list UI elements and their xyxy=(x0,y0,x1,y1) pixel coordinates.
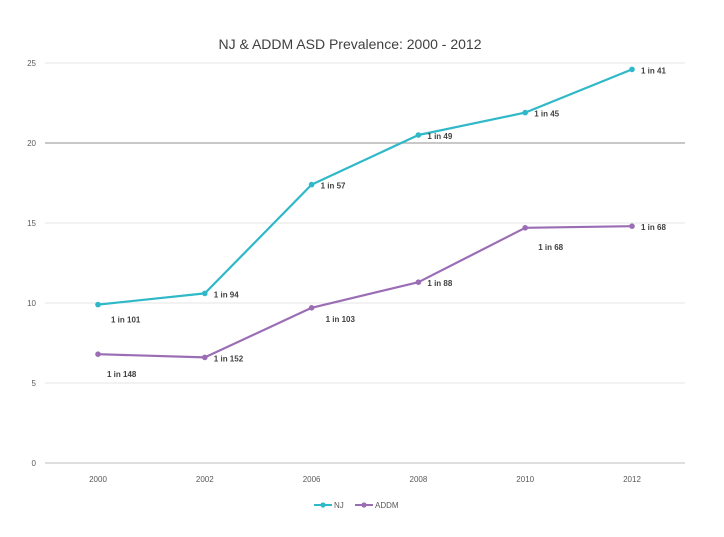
data-point xyxy=(202,290,208,297)
data-point xyxy=(95,351,101,358)
data-label: 1 in 45 xyxy=(534,110,559,119)
gridlines xyxy=(45,62,685,464)
data-point xyxy=(202,354,208,361)
legend-item-addm: ADDM xyxy=(355,501,399,510)
data-point xyxy=(308,305,315,311)
y-tick-label: 0 xyxy=(32,459,37,468)
series-group: 1 in 101 1 in 94 1 in 57 1 in 49 1 in 45 1 in… xyxy=(95,66,666,379)
y-tick-label: 5 xyxy=(32,379,37,388)
y-axis: 0 5 10 15 20 25 xyxy=(27,59,36,468)
chart-title: NJ & ADDM ASD Prevalence: 2000 - 2012 xyxy=(218,36,481,52)
x-tick-label: 2002 xyxy=(196,475,214,484)
legend-swatch-marker xyxy=(320,502,326,508)
x-axis: 2000 2002 2006 2008 2010 2012 xyxy=(89,475,641,484)
series-nj: 1 in 101 1 in 94 1 in 57 1 in 49 1 in 45 1 in… xyxy=(95,66,666,325)
y-tick-label: 15 xyxy=(27,219,36,228)
y-tick-label: 20 xyxy=(27,139,36,148)
data-label: 1 in 94 xyxy=(214,290,239,299)
data-point xyxy=(415,132,422,138)
y-tick-label: 25 xyxy=(27,59,36,68)
data-label: 1 in 101 xyxy=(111,316,141,325)
data-label: 1 in 41 xyxy=(641,66,666,75)
data-point xyxy=(522,225,528,231)
legend-label: NJ xyxy=(334,501,344,510)
legend-item-nj: NJ xyxy=(314,501,344,510)
legend: NJ ADDM xyxy=(314,501,399,510)
data-label: 1 in 148 xyxy=(107,370,137,379)
data-point xyxy=(629,66,635,73)
data-label: 1 in 57 xyxy=(321,182,346,191)
data-label: 1 in 49 xyxy=(427,132,452,141)
data-point xyxy=(522,109,528,116)
legend-swatch-marker xyxy=(361,502,367,508)
x-tick-label: 2012 xyxy=(623,475,641,484)
x-tick-label: 2010 xyxy=(516,475,534,484)
data-point xyxy=(415,279,422,286)
data-label: 1 in 152 xyxy=(214,354,244,363)
legend-label: ADDM xyxy=(375,501,399,510)
y-tick-label: 10 xyxy=(27,299,36,308)
x-tick-label: 2006 xyxy=(303,475,321,484)
x-tick-label: 2000 xyxy=(89,475,107,484)
data-label: 1 in 88 xyxy=(427,279,452,288)
data-label: 1 in 68 xyxy=(538,243,563,252)
data-point xyxy=(308,181,315,188)
data-point xyxy=(95,301,101,308)
series-addm: 1 in 148 1 in 152 1 in 103 1 in 88 1 in 68 1 … xyxy=(95,223,666,379)
series-line xyxy=(96,225,634,359)
data-point xyxy=(629,223,635,229)
data-label: 1 in 68 xyxy=(641,223,666,232)
data-label: 1 in 103 xyxy=(326,315,356,324)
series-line xyxy=(96,68,634,306)
x-tick-label: 2008 xyxy=(410,475,428,484)
